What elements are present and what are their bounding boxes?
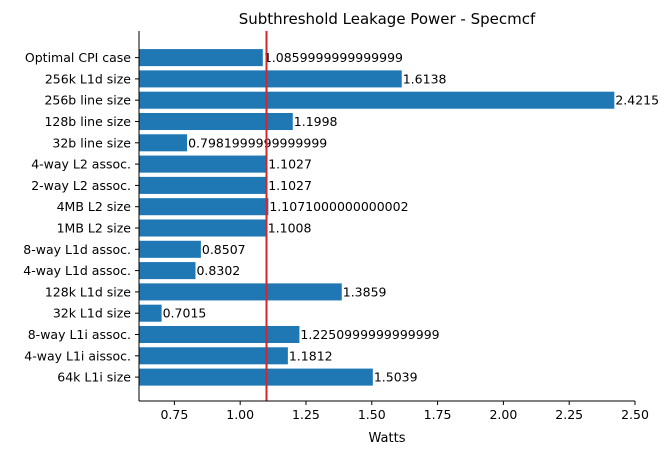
bar	[139, 176, 268, 194]
bar	[139, 70, 402, 88]
x-tick-label: 1.25	[292, 407, 320, 422]
bar	[139, 325, 300, 344]
y-tick-label: 1MB L2 size	[57, 221, 132, 236]
y-tick-label: 8-way L1d assoc.	[23, 242, 131, 257]
bars-group	[139, 49, 615, 386]
x-axis-label: Watts	[369, 431, 406, 446]
x-tick-label: 1.50	[358, 407, 386, 422]
bar	[139, 198, 269, 216]
y-tick-label: 32b line size	[52, 135, 131, 150]
bar-value-label: 1.5039	[374, 370, 418, 385]
y-tick-label: 2-way L2 assoc.	[31, 178, 131, 193]
bar	[139, 134, 188, 152]
bar-value-label: 0.8507	[202, 242, 246, 257]
y-tick-label: 256b line size	[44, 93, 131, 108]
y-tick-label: 128k L1d size	[45, 284, 131, 299]
bar	[139, 155, 268, 173]
bar-value-label: 1.3859	[343, 284, 387, 299]
y-axis-ticks: Optimal CPI case 256k L1d size 256b line s…	[23, 50, 139, 385]
x-tick-label: 1.00	[226, 407, 254, 422]
bar-value-label: 1.1027	[268, 178, 312, 193]
x-tick-label: 0.75	[160, 407, 188, 422]
bar-value-label: 1.1812	[289, 348, 333, 363]
x-tick-label: 1.75	[424, 407, 452, 422]
bar-value-label: 1.1998	[294, 114, 338, 129]
chart-title: Subthreshold Leakage Power - Specmcf	[239, 10, 536, 28]
y-tick-label: Optimal CPI case	[25, 50, 131, 65]
bar-value-label: 1.0859999999999999	[264, 50, 403, 65]
y-tick-label: 256k L1d size	[45, 71, 131, 86]
bar	[139, 91, 615, 109]
bar-value-label: 1.1027	[268, 157, 312, 172]
bar-value-label: 0.7981999999999999	[188, 135, 327, 150]
bar-value-label: 2.4215	[615, 93, 659, 108]
bar-value-label: 1.1071000000000002	[269, 199, 408, 214]
bar	[139, 347, 288, 365]
y-tick-label: 32k L1d size	[53, 306, 131, 321]
y-tick-label: 4MB L2 size	[57, 199, 132, 214]
bar	[139, 49, 263, 67]
bar	[139, 262, 196, 280]
y-tick-label: 4-way L1d assoc.	[23, 263, 131, 278]
y-tick-label: 64k L1i size	[57, 370, 131, 385]
y-tick-label: 128b line size	[44, 114, 131, 129]
bar	[139, 219, 267, 237]
bar-value-label: 0.8302	[196, 263, 240, 278]
x-tick-label: 2.00	[489, 407, 517, 422]
bar-value-label: 0.7015	[163, 306, 207, 321]
bar-value-label: 1.6138	[403, 71, 447, 86]
bar-value-label: 1.2250999999999999	[300, 327, 439, 342]
x-axis-ticks: 0.75 1.00 1.25 1.50 1.75 2.00 2.25 2.50	[160, 401, 649, 422]
bar	[139, 240, 201, 258]
bar-value-label: 1.1008	[268, 221, 312, 236]
bar	[139, 368, 373, 386]
bar	[139, 283, 342, 301]
y-tick-label: 4-way L1i aissoc.	[24, 348, 131, 363]
y-tick-label: 4-way L2 assoc.	[31, 157, 131, 172]
x-tick-label: 2.25	[555, 407, 583, 422]
bar	[139, 112, 293, 131]
y-tick-label: 8-way L1i assoc.	[28, 327, 131, 342]
x-tick-label: 2.50	[621, 407, 649, 422]
bar	[139, 304, 162, 322]
